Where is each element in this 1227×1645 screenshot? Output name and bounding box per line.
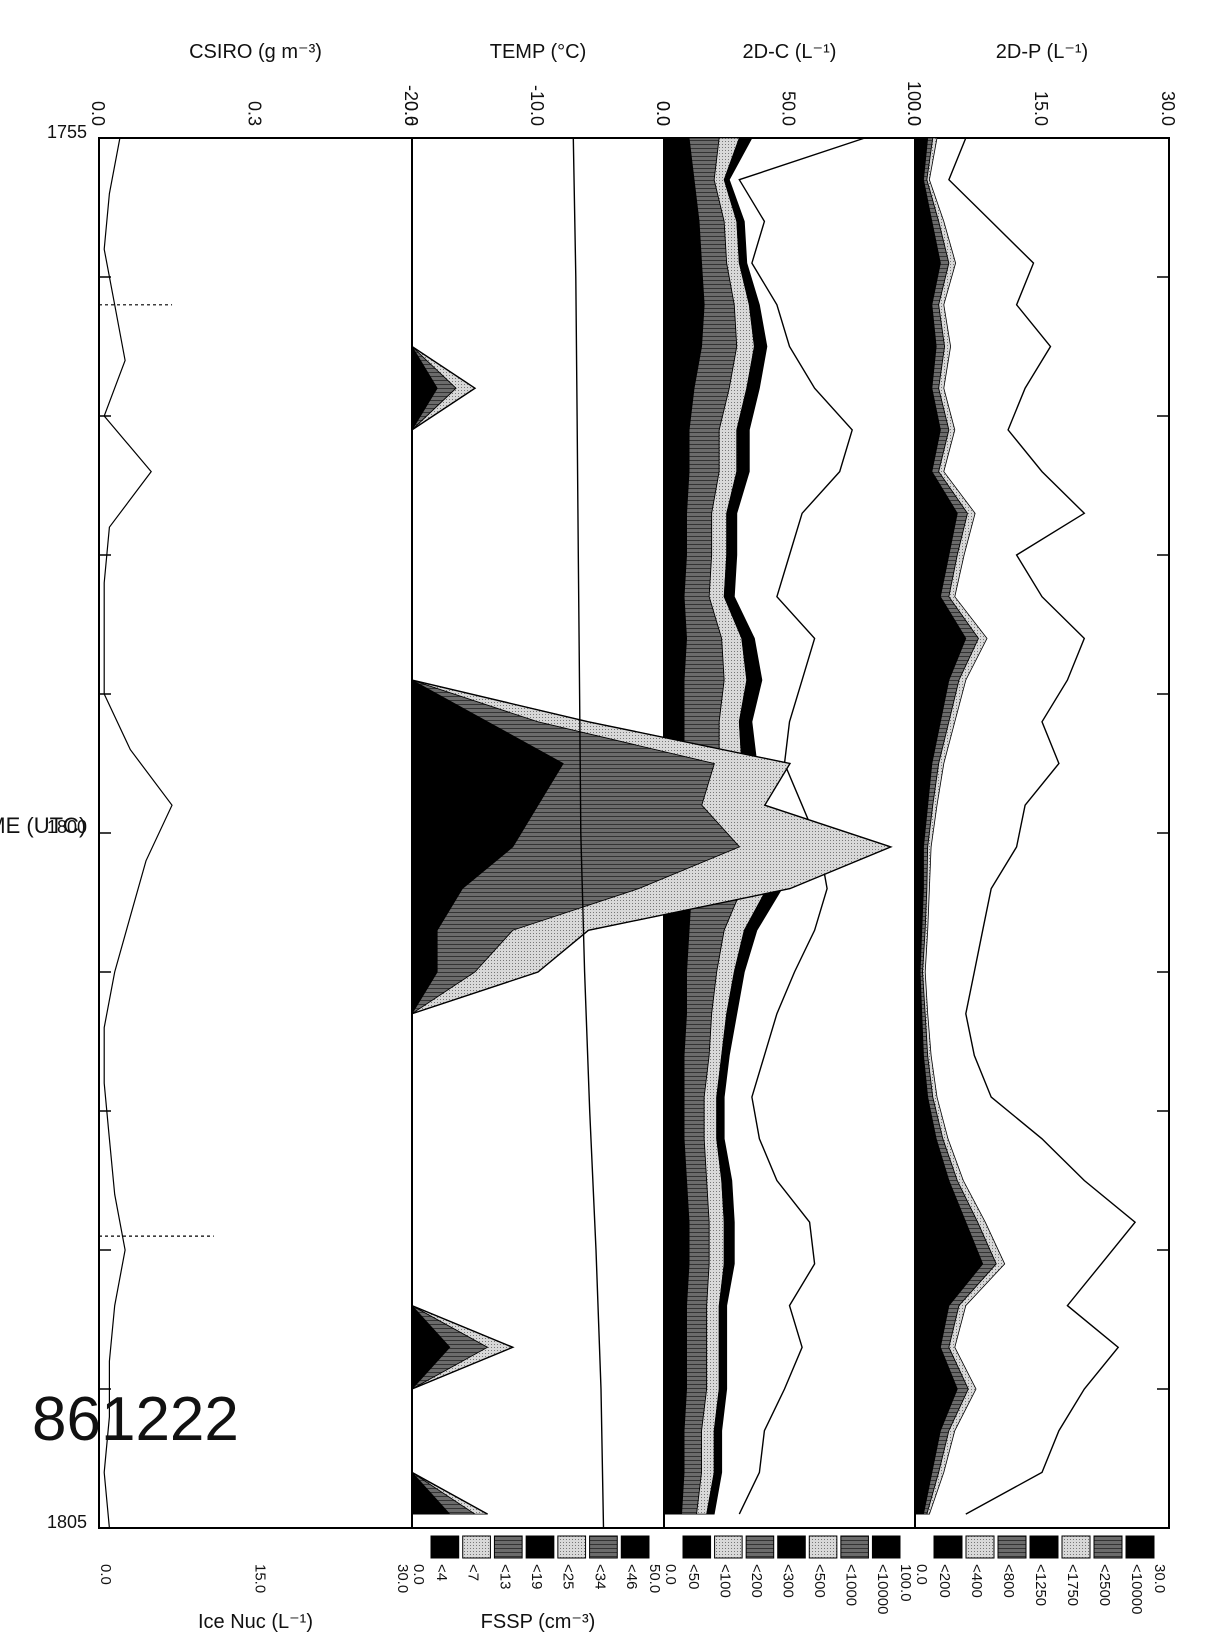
legend-label: <7 xyxy=(465,1564,482,1581)
legend-swatch xyxy=(620,1535,650,1559)
legend-swatch xyxy=(1125,1535,1155,1559)
legend-label: <10000 xyxy=(1128,1564,1145,1614)
total-line xyxy=(948,137,1137,1515)
legend-label: <100 xyxy=(716,1564,733,1598)
legend-label: <1750 xyxy=(1064,1564,1081,1606)
left-tick-label: 100.0 xyxy=(904,81,924,126)
area-series-4 xyxy=(706,137,783,1515)
x-axis-label: TIME (UTC) xyxy=(0,813,86,838)
legend-label: <34 xyxy=(591,1564,608,1589)
left-tick-label: 0.3 xyxy=(245,101,265,126)
right-axis-label: FSSP (cm⁻³) xyxy=(481,1611,596,1633)
right-axis-label: Ice Nuc (L⁻¹) xyxy=(198,1611,313,1633)
temperature-line xyxy=(572,137,605,1529)
legend-swatch xyxy=(1093,1535,1123,1559)
legend-swatch xyxy=(840,1535,869,1559)
y-axis-label: 2D-C (L⁻¹) xyxy=(743,41,837,63)
legend-label: <4 xyxy=(433,1564,450,1581)
left-tick-label: 15.0 xyxy=(1031,91,1051,126)
right-mid-label: 15.0 xyxy=(252,1564,269,1593)
left-tick-label: -20.0 xyxy=(401,85,421,126)
right-bottom-label: 0.0 xyxy=(913,1564,930,1585)
right-bottom-label: 0.0 xyxy=(97,1564,114,1585)
left-tick-label: 0.6 xyxy=(401,101,421,126)
x-tick-label: 1805 xyxy=(47,1512,87,1532)
left-tick-label: 0.0 xyxy=(904,101,924,126)
legend-swatch xyxy=(777,1535,806,1559)
flight-label: 861222 xyxy=(32,1385,239,1454)
area-series-3 xyxy=(922,137,1006,1515)
left-tick-label: 0.0 xyxy=(653,101,673,126)
legend-swatch xyxy=(493,1535,523,1559)
left-tick-label: 0.0 xyxy=(653,101,673,126)
legend-label: <800 xyxy=(1000,1564,1017,1598)
right-bottom-label: 0.0 xyxy=(410,1564,427,1585)
legend-swatch xyxy=(933,1535,963,1559)
legend-swatch xyxy=(745,1535,775,1559)
panel-csiro-icenuc: 0.0 0.3 0.6 CSIRO (g m⁻³) 30.0 15.0 0.0 Ice Nuc… xyxy=(88,41,421,1633)
left-tick-label: 30.0 xyxy=(1158,91,1178,126)
legend-label: <300 xyxy=(780,1564,797,1598)
legend-swatch xyxy=(965,1535,995,1559)
legend-swatch xyxy=(871,1535,901,1559)
legend-label: <1000 xyxy=(843,1564,860,1606)
legend-swatch xyxy=(1061,1535,1091,1559)
rotated-figure: 0.0 15.0 30.0 2D-P (L⁻¹) <10000 <2500 <1750 <12… xyxy=(0,41,1178,1633)
legend-swatch xyxy=(682,1535,712,1559)
panels: 0.0 15.0 30.0 2D-P (L⁻¹) <10000 <2500 <1750 <12… xyxy=(88,41,1178,1633)
legend-swatch xyxy=(525,1535,555,1559)
legend-label: <200 xyxy=(936,1564,953,1598)
legend-label: <25 xyxy=(560,1564,577,1589)
x-tick-label: 1800 xyxy=(47,817,87,837)
legend-label: <500 xyxy=(811,1564,828,1598)
right-top-label: 30.0 xyxy=(1151,1564,1168,1593)
legend-label: <13 xyxy=(496,1564,513,1589)
right-bottom-label: 0.0 xyxy=(662,1564,679,1585)
legend-label: <50 xyxy=(685,1564,702,1589)
legend-swatch xyxy=(589,1535,618,1559)
left-tick-label: 50.0 xyxy=(779,91,799,126)
left-tick-label: 0.0 xyxy=(88,101,108,126)
legend-swatch xyxy=(557,1535,587,1559)
legend-swatch xyxy=(714,1535,743,1559)
panel-temp-fssp: -20.0 -10.0 0.0 TEMP (°C) <46 <34 <25 <19 <13 <7 <… xyxy=(401,41,893,1633)
legend-swatch xyxy=(808,1535,838,1559)
y-axis-label: TEMP (°C) xyxy=(490,41,587,63)
legend-label: <1250 xyxy=(1032,1564,1049,1606)
legend-label: <46 xyxy=(623,1564,640,1589)
legend-label: <10000 xyxy=(874,1564,891,1614)
right-top-label: 100.0 xyxy=(897,1564,914,1602)
legend-label: <19 xyxy=(528,1564,545,1589)
right-top-label: 50.0 xyxy=(646,1564,663,1593)
y-axis-label: CSIRO (g m⁻³) xyxy=(189,41,322,63)
legend-swatch xyxy=(997,1535,1027,1559)
x-tick-label: 1755 xyxy=(47,122,87,142)
left-tick-label: -10.0 xyxy=(527,85,547,126)
panel-2d-p: 0.0 15.0 30.0 2D-P (L⁻¹) <10000 <2500 <1750 <12… xyxy=(904,41,1178,1614)
legend-swatch xyxy=(462,1535,491,1559)
x-axis: 1755 1800 1805 TIME (UTC) xyxy=(0,122,1169,1532)
legend-label: <2500 xyxy=(1096,1564,1113,1606)
legend-swatch xyxy=(430,1535,460,1559)
total-line xyxy=(411,138,893,1515)
y-axis-label: 2D-P (L⁻¹) xyxy=(996,41,1088,63)
csiro-line xyxy=(103,137,173,1529)
legend-swatch xyxy=(1029,1535,1059,1559)
legend-label: <200 xyxy=(748,1564,765,1598)
legend-label: <400 xyxy=(968,1564,985,1598)
right-top-label: 30.0 xyxy=(394,1564,411,1593)
